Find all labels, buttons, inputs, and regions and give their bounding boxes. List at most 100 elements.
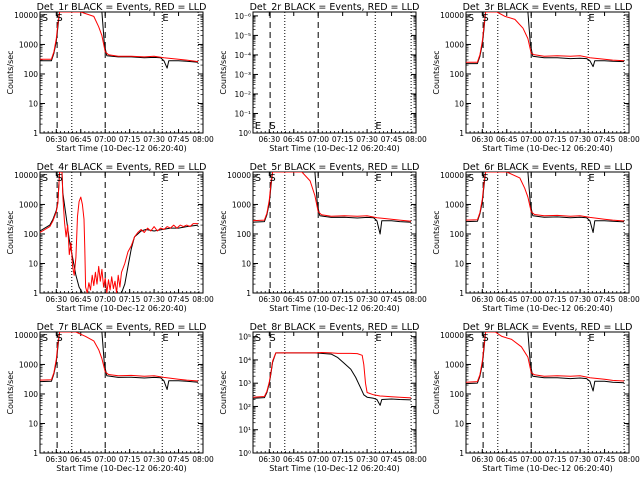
y-tick-label: 10⁻² [234,90,251,99]
series-group [253,172,412,235]
y-axis-label: Counts/sec [219,210,228,254]
x-tick-label: 07:30 [569,295,591,304]
y-axis-label: Counts/sec [432,210,441,254]
y-tick-label: 1000 [19,200,38,209]
y-tick-label: 10 [454,419,464,428]
plot-frame [465,331,630,454]
marker-e: E [375,121,381,132]
y-tick-label: 100 [24,70,39,79]
x-tick-label: 08:00 [192,455,214,464]
x-tick-label: 06:45 [283,295,305,304]
x-tick-label: 07:45 [594,135,616,144]
y-axis-label: Counts/sec [6,210,15,254]
x-tick-label: 07:00 [520,455,542,464]
marker-e: E [588,333,594,344]
x-tick-label: 06:45 [70,135,92,144]
marker-s: S [42,173,48,184]
marker-s: S [468,13,474,24]
marker-s: S [482,333,488,344]
y-tick-label: 100 [24,390,39,399]
events-series-line [40,332,199,390]
x-tick-label: 07:15 [119,295,141,304]
marker-e: E [588,13,594,24]
y-tick-label: 100 [450,70,465,79]
x-tick-label: 07:45 [594,455,616,464]
chart-title: Det_9r BLACK = Events, RED = LLD [463,322,633,333]
lld-series-line [253,172,412,222]
series-group [40,12,199,69]
x-tick-label: 08:00 [192,135,214,144]
y-tick-label: 10¹ [238,426,251,435]
lld-series-line [40,332,199,382]
chart-title: Det_7r BLACK = Events, RED = LLD [37,322,207,333]
x-axis-label: Start Time (10-Dec-12 06:20:40) [269,464,400,473]
x-tick-label: 07:00 [307,455,329,464]
x-tick-label: 07:30 [356,455,378,464]
x-tick-label: 07:15 [545,295,567,304]
y-tick-label: 1 [33,449,38,458]
x-tick-label: 06:30 [471,295,493,304]
events-series-line [253,352,412,406]
x-tick-label: 07:30 [356,295,378,304]
marker-e: E [255,121,261,132]
marker-s: S [56,13,62,24]
plot-frame [252,171,417,294]
y-tick-label: 10 [454,259,464,268]
x-tick-label: 07:00 [94,295,116,304]
x-tick-label: 08:00 [405,455,427,464]
y-tick-label: 1 [459,289,464,298]
marker-s: S [269,121,275,132]
lld-series-line [40,12,199,63]
x-tick-label: 06:30 [45,295,67,304]
marker-e: E [162,173,168,184]
y-tick-label: 1000 [232,200,251,209]
lld-series-line [40,172,199,293]
x-tick-label: 07:30 [143,295,165,304]
x-axis-label: Start Time (10-Dec-12 06:20:40) [482,464,613,473]
x-tick-label: 07:45 [381,455,403,464]
lld-series-line [466,172,625,222]
x-tick-label: 07:45 [594,295,616,304]
events-series-line [253,172,412,235]
events-series-line [40,172,199,293]
chart-title: Det_5r BLACK = Events, RED = LLD [250,162,420,173]
series-group [40,332,199,390]
x-axis-label: Start Time (10-Dec-12 06:20:40) [482,144,613,153]
x-tick-label: 07:45 [381,135,403,144]
panel-det-1: Det_1r BLACK = Events, RED = LLD 06:30 06:… [6,2,214,153]
x-tick-label: 08:00 [618,135,640,144]
marker-s: S [482,173,488,184]
y-tick-label: 10⁻³ [234,70,251,79]
y-axis-label: Counts/sec [6,50,15,94]
plot-frame [252,11,417,134]
chart-title: Det_4r BLACK = Events, RED = LLD [37,162,207,173]
x-axis-label: Start Time (10-Dec-12 06:20:40) [56,144,187,153]
lld-series-line [466,332,625,383]
events-series-line [466,332,625,392]
marker-s: S [269,173,275,184]
x-tick-label: 07:15 [332,135,354,144]
panel-det-7: Det_7r BLACK = Events, RED = LLD 06:30 06:… [6,322,214,473]
x-tick-label: 06:30 [471,455,493,464]
events-series-line [466,172,625,233]
x-tick-label: 07:00 [520,295,542,304]
series-group [466,172,625,233]
y-tick-label: 100 [450,390,465,399]
y-tick-label: 1 [33,289,38,298]
x-tick-label: 07:15 [119,135,141,144]
x-tick-label: 06:45 [496,455,518,464]
x-axis-label: Start Time (10-Dec-12 06:20:40) [56,464,187,473]
y-tick-label: 1000 [445,40,464,49]
x-tick-label: 07:45 [168,295,190,304]
x-tick-label: 07:00 [94,135,116,144]
y-tick-label: 10 [28,419,38,428]
marker-s: S [269,333,275,344]
x-tick-label: 07:15 [545,455,567,464]
y-tick-label: 100 [24,230,39,239]
y-axis-label: Counts/sec [432,370,441,414]
events-series-line [40,12,199,69]
y-tick-label: 1 [246,289,251,298]
y-tick-label: 1 [459,129,464,138]
y-tick-label: 10000 [440,331,464,340]
